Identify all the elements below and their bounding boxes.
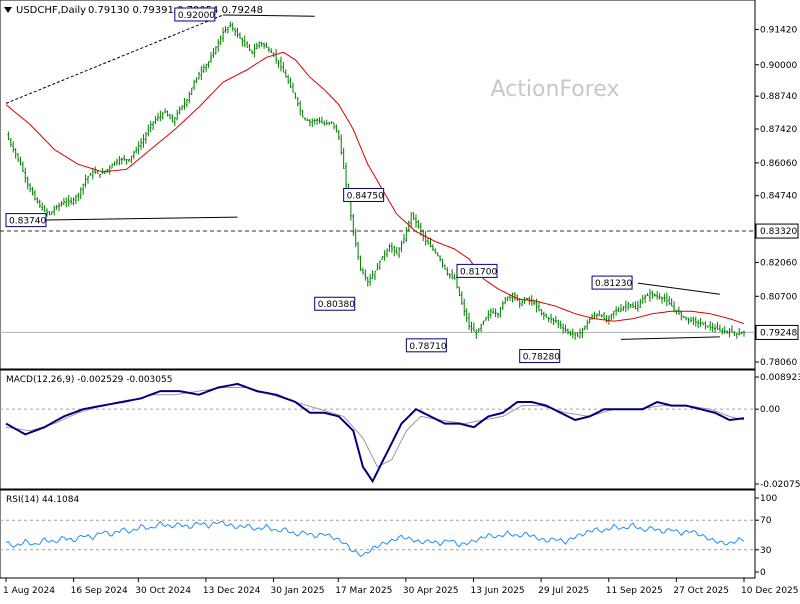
x-tick-label: 30 Jan 2025 [271, 586, 325, 596]
rsi-tick-label: 100 [760, 494, 777, 504]
price-annotation-label: 0.92000 [178, 11, 215, 21]
x-tick-label: 30 Oct 2024 [135, 586, 191, 596]
price-tick-label: 0.78060 [760, 358, 797, 368]
level-price-box [755, 223, 799, 239]
price-tick-label: 0.84740 [760, 192, 797, 202]
symbol-label: USDCHF,Daily [16, 5, 86, 16]
x-tick-label: 13 Jun 2025 [470, 586, 524, 596]
price-annotation-box [591, 275, 633, 290]
macd-tick-label: -0.020759 [760, 480, 800, 490]
rsi-pane-frame [0, 489, 756, 579]
price-annotation-label: 0.80380 [318, 300, 355, 310]
x-tick-label: 10 Dec 2025 [741, 586, 799, 596]
price-tick-label: 0.82060 [760, 258, 797, 268]
x-tick-label: 13 Dec 2024 [203, 586, 261, 596]
price-annotation-label: 0.81700 [460, 267, 497, 277]
price-annotation-box [343, 187, 385, 202]
rsi-line [5, 520, 745, 558]
price-tick-label: 0.83320 [760, 227, 797, 237]
price-tick-label: 0.90000 [760, 61, 797, 71]
x-tick-label: 27 Oct 2025 [673, 586, 729, 596]
price-annotation-label: 0.81230 [595, 279, 632, 289]
macd-pane-frame [0, 369, 756, 490]
price-annotation-box [405, 338, 447, 353]
price-tick-label: 0.80700 [760, 292, 797, 302]
price-annotation-box [314, 296, 356, 311]
price-tick-label: 0.87420 [760, 125, 797, 135]
triangle-upper-line [637, 282, 720, 295]
macd-title: MACD(12,26,9) -0.002529 -0.003055 [6, 375, 172, 385]
price-annotation-label: 0.84750 [347, 191, 384, 201]
last-price-box [755, 324, 799, 340]
price-tick-label: 0.86060 [760, 159, 797, 169]
price-annotation-label: 0.83740 [9, 217, 46, 227]
price-tick-label: 0.91420 [760, 25, 797, 35]
price-tick-label: 0.79248 [760, 328, 797, 338]
triangle-down-icon[interactable] [4, 7, 12, 13]
lines-layer [5, 14, 745, 558]
axes-layer: 0.91420 0.90000 0.88740 0.87420 0.86060 0.847… [3, 25, 800, 596]
rsi-tick-label: 30 [760, 546, 772, 556]
rsi-title: RSI(14) 44.1084 [6, 495, 79, 505]
moving-average-line [5, 51, 745, 325]
trendline-dashed [5, 14, 224, 104]
macd-tick-label: 0.00 [760, 405, 780, 415]
price-annotation-box [174, 7, 216, 22]
price-pane-frame [0, 0, 756, 370]
triangle-lower-line [620, 336, 720, 340]
candles-layer [7, 21, 745, 340]
rsi-tick-label: 70 [760, 516, 772, 526]
price-annotation-box [456, 263, 498, 278]
price-annotation-box [5, 213, 47, 228]
trendline-top [223, 14, 315, 17]
watermark-text: ActionForex [491, 77, 620, 102]
price-annotation-label: 0.78710 [409, 342, 446, 352]
price-annotation-label: 0.78280 [523, 353, 560, 363]
macd-tick-label: 0.008923 [760, 373, 800, 383]
x-tick-label: 11 Sep 2025 [606, 586, 663, 596]
x-tick-label: 30 Apr 2025 [403, 586, 459, 596]
rsi-tick-label: 0 [760, 568, 766, 578]
x-tick-label: 17 Mar 2025 [335, 586, 392, 596]
price-annotation-box [519, 349, 561, 364]
macd-line [5, 382, 745, 484]
grid-layer [0, 230, 755, 551]
x-tick-label: 29 Jul 2025 [538, 586, 589, 596]
annotations-layer: 0.92000 0.83740 0.84750 0.80380 0.81700 0.787… [5, 7, 633, 364]
price-tick-label: 0.88740 [760, 92, 797, 102]
x-tick-label: 16 Sep 2024 [71, 586, 128, 596]
x-tick-label: 1 Aug 2024 [3, 586, 55, 596]
